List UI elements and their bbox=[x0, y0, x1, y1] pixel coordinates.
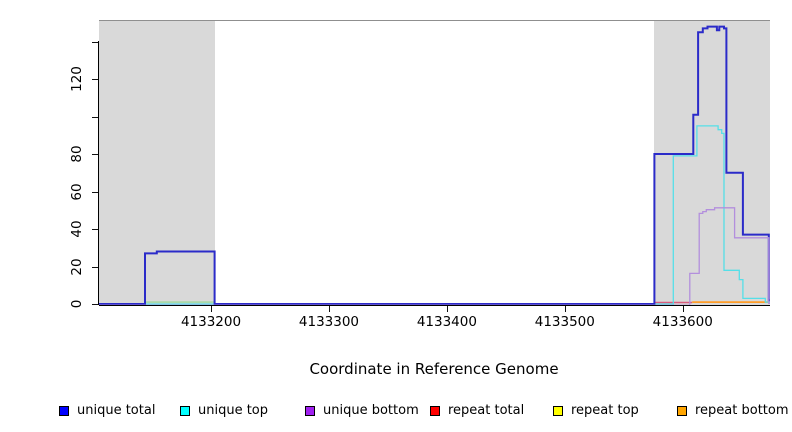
legend-swatch-repeat-top bbox=[553, 405, 563, 416]
y-tick-label-120: 120 bbox=[69, 66, 85, 92]
x-tick-4133300 bbox=[328, 306, 330, 312]
x-axis-line bbox=[99, 305, 770, 306]
y-axis-line bbox=[98, 41, 99, 305]
x-tick-4133200 bbox=[211, 306, 213, 312]
legend-item-repeat-total: repeat total bbox=[430, 403, 524, 418]
x-tick-4133400 bbox=[446, 306, 448, 312]
x-tick-label-4133600: 4133600 bbox=[652, 314, 713, 330]
legend-item-unique-total: unique total bbox=[59, 403, 155, 418]
x-tick-4133500 bbox=[564, 306, 566, 312]
legend-label-repeat-total: repeat total bbox=[448, 403, 525, 418]
legend-item-unique-bottom: unique bottom bbox=[305, 403, 419, 418]
y-tick-label-60: 60 bbox=[69, 182, 85, 201]
legend-label-unique-bottom: unique bottom bbox=[323, 403, 419, 418]
x-axis-title: Coordinate in Reference Genome bbox=[309, 360, 559, 378]
x-tick-label-4133200: 4133200 bbox=[180, 314, 242, 330]
x-tick-label-4133500: 4133500 bbox=[534, 314, 595, 330]
series-line-unique-bottom bbox=[99, 207, 770, 306]
series-line-unique-top bbox=[99, 125, 770, 305]
y-tick-label-80: 80 bbox=[69, 145, 85, 163]
y-tick-label-40: 40 bbox=[69, 220, 85, 238]
y-tick-60 bbox=[92, 191, 98, 193]
y-tick-80 bbox=[92, 154, 98, 156]
series-layer bbox=[99, 25, 770, 306]
y-tick-label-20: 20 bbox=[69, 257, 85, 276]
legend-label-repeat-top: repeat top bbox=[571, 403, 639, 418]
legend-swatch-unique-top bbox=[180, 405, 190, 416]
legend-swatch-unique-total bbox=[59, 405, 69, 416]
legend-item-unique-top: unique top bbox=[180, 403, 268, 418]
y-tick-140 bbox=[92, 41, 98, 43]
y-tick-label-0: 0 bbox=[69, 299, 85, 309]
y-tick-100 bbox=[92, 116, 98, 118]
legend-label-unique-total: unique total bbox=[77, 403, 156, 418]
y-tick-0 bbox=[92, 304, 98, 305]
y-tick-20 bbox=[92, 266, 98, 268]
legend-swatch-repeat-bottom bbox=[677, 405, 687, 416]
y-tick-120 bbox=[92, 79, 98, 81]
x-tick-4133600 bbox=[682, 306, 684, 312]
plot-area bbox=[99, 20, 770, 306]
legend-item-repeat-bottom: repeat bottom bbox=[677, 403, 789, 418]
legend-swatch-unique-bottom bbox=[305, 405, 315, 416]
legend-swatch-repeat-total bbox=[430, 405, 440, 416]
x-tick-label-4133300: 4133300 bbox=[298, 314, 360, 330]
series-line-unique-total bbox=[99, 25, 770, 305]
repeat-region-left bbox=[99, 20, 215, 305]
legend-label-repeat-bottom: repeat bottom bbox=[695, 403, 789, 418]
plot-top-boundary-line bbox=[99, 20, 770, 21]
y-tick-40 bbox=[92, 229, 98, 231]
x-tick-label-4133400: 4133400 bbox=[416, 314, 477, 330]
legend-label-unique-top: unique top bbox=[198, 403, 269, 418]
legend-item-repeat-top: repeat top bbox=[553, 403, 639, 418]
